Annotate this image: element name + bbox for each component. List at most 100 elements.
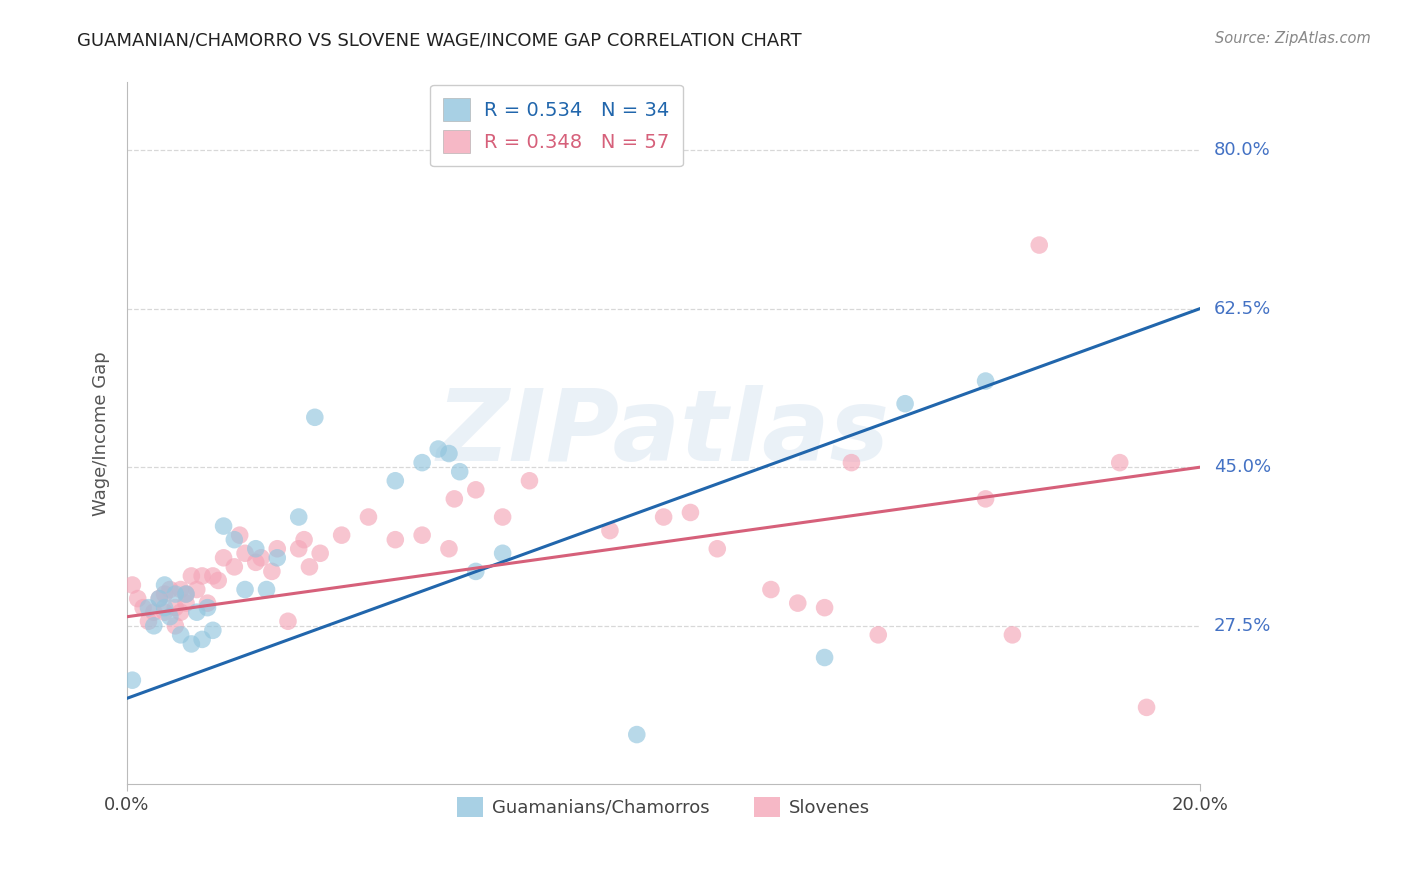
Point [277, 614, 299, 628]
Point [186, 605, 208, 619]
Point [1108, 456, 1130, 470]
Point [287, 510, 309, 524]
Point [159, 609, 181, 624]
Point [132, 600, 155, 615]
Point [142, 605, 165, 619]
Point [309, 546, 332, 560]
Point [138, 600, 160, 615]
Point [841, 456, 863, 470]
Text: GUAMANIAN/CHAMORRO VS SLOVENE WAGE/INCOME GAP CORRELATION CHART: GUAMANIAN/CHAMORRO VS SLOVENE WAGE/INCOM… [77, 31, 801, 49]
Point [759, 582, 782, 597]
Point [207, 574, 229, 588]
Point [464, 565, 486, 579]
Point [138, 614, 160, 628]
Point [233, 582, 256, 597]
Point [174, 587, 197, 601]
Text: 45.0%: 45.0% [1215, 458, 1271, 476]
Point [197, 596, 219, 610]
Point [706, 541, 728, 556]
Point [201, 624, 224, 638]
Point [197, 600, 219, 615]
Point [153, 587, 176, 601]
Point [245, 555, 267, 569]
Point [298, 560, 321, 574]
Point [384, 474, 406, 488]
Point [292, 533, 315, 547]
Point [652, 510, 675, 524]
Point [868, 628, 890, 642]
Point [256, 582, 278, 597]
Text: Source: ZipAtlas.com: Source: ZipAtlas.com [1215, 31, 1371, 46]
Point [169, 582, 191, 597]
Point [191, 632, 214, 647]
Point [974, 491, 997, 506]
Point [443, 491, 465, 506]
Point [384, 533, 406, 547]
Point [437, 541, 460, 556]
Point [266, 541, 288, 556]
Text: ZIPatlas: ZIPatlas [437, 384, 890, 482]
Point [330, 528, 353, 542]
Point [449, 465, 471, 479]
Point [186, 582, 208, 597]
Point [411, 456, 433, 470]
Point [491, 510, 513, 524]
Point [191, 569, 214, 583]
Point [626, 728, 648, 742]
Point [894, 397, 917, 411]
Point [464, 483, 486, 497]
Point [153, 600, 176, 615]
Point [974, 374, 997, 388]
Point [121, 578, 143, 592]
Point [1001, 628, 1024, 642]
Point [266, 550, 288, 565]
Point [427, 442, 450, 456]
Point [165, 600, 187, 615]
Point [1028, 238, 1050, 252]
Point [287, 541, 309, 556]
Point [165, 619, 187, 633]
Point [228, 528, 250, 542]
Point [174, 587, 197, 601]
Point [304, 410, 326, 425]
Point [357, 510, 380, 524]
Text: 80.0%: 80.0% [1215, 141, 1271, 159]
Point [491, 546, 513, 560]
Point [260, 565, 283, 579]
Legend: Guamanians/Chamorros, Slovenes: Guamanians/Chamorros, Slovenes [450, 789, 877, 824]
Point [411, 528, 433, 542]
Point [169, 605, 191, 619]
Point [224, 533, 246, 547]
Text: 27.5%: 27.5% [1215, 616, 1271, 635]
Point [1135, 700, 1157, 714]
Point [127, 591, 149, 606]
Point [813, 650, 835, 665]
Point [148, 591, 170, 606]
Point [180, 569, 202, 583]
Point [519, 474, 541, 488]
Point [201, 569, 224, 583]
Point [148, 591, 170, 606]
Point [786, 596, 808, 610]
Point [180, 637, 202, 651]
Point [813, 600, 835, 615]
Point [224, 560, 246, 574]
Point [245, 541, 267, 556]
Y-axis label: Wage/Income Gap: Wage/Income Gap [93, 351, 110, 516]
Point [153, 605, 176, 619]
Text: 62.5%: 62.5% [1215, 300, 1271, 318]
Point [679, 506, 702, 520]
Point [121, 673, 143, 688]
Point [142, 619, 165, 633]
Point [437, 446, 460, 460]
Point [174, 596, 197, 610]
Point [153, 578, 176, 592]
Point [250, 550, 273, 565]
Point [599, 524, 621, 538]
Point [212, 550, 235, 565]
Point [159, 582, 181, 597]
Point [212, 519, 235, 533]
Point [233, 546, 256, 560]
Point [169, 628, 191, 642]
Point [165, 587, 187, 601]
